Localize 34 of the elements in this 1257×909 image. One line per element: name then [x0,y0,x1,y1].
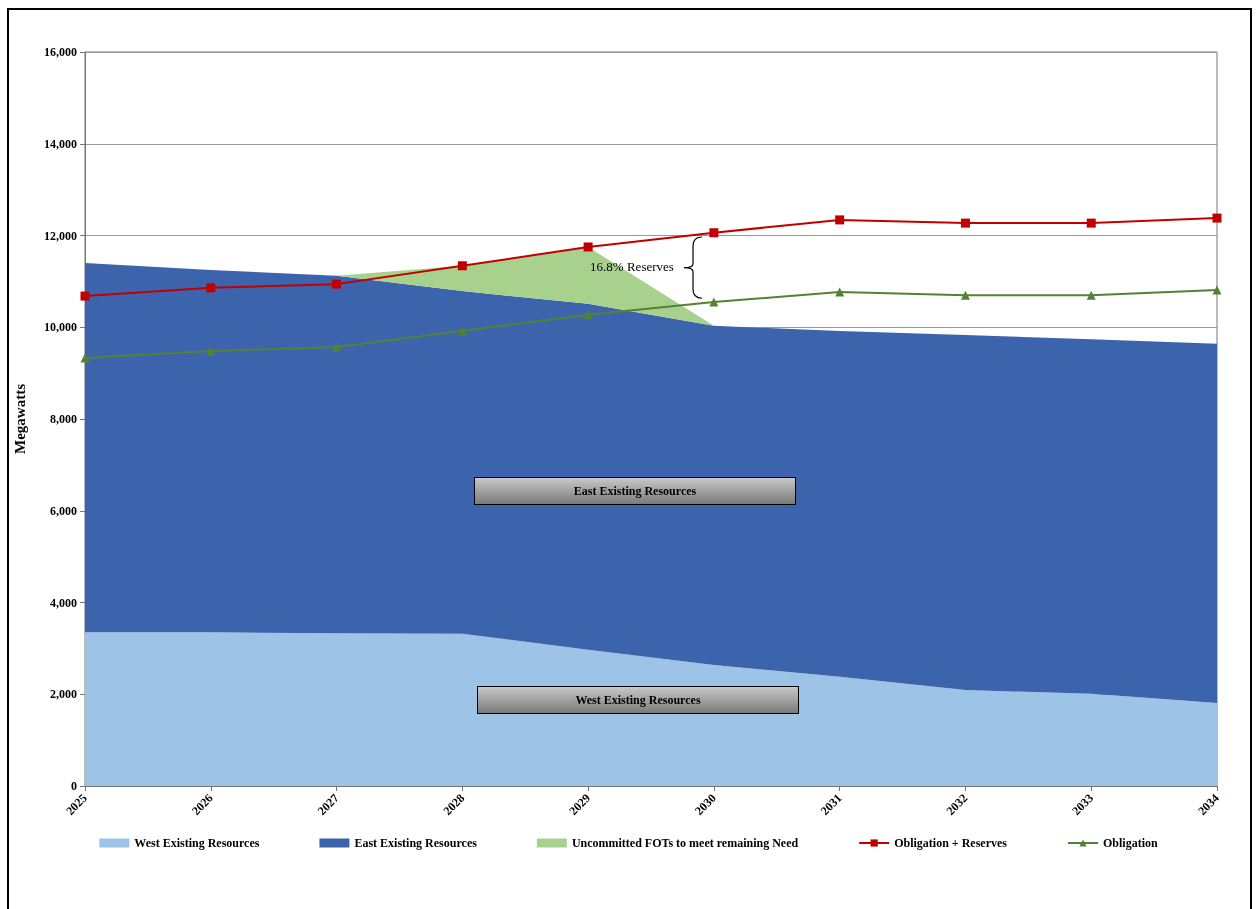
point [1086,290,1096,300]
y-tick-label: 8,000 [50,412,77,426]
annotation: 16.8% Reserves [590,259,674,276]
y-tick-label: 16,000 [44,45,77,59]
point [583,242,593,252]
point [332,279,342,289]
point [80,291,90,301]
y-axis-title: Megawatts [11,383,28,454]
y-tick-label: 12,000 [44,228,77,243]
point [1212,285,1222,295]
y-tick-label: 6,000 [50,503,77,518]
point [709,228,719,238]
point [80,353,90,363]
point [835,215,845,225]
y-tick-label: 0 [71,779,77,793]
label-box: West Existing Resources [477,686,799,714]
legend-label: Obligation [1103,836,1159,850]
point [960,218,970,228]
y-tick-label: 10,000 [44,320,77,335]
legend-label: Uncommitted FOTs to meet remaining Need [571,836,799,850]
point [1212,213,1222,223]
point [1086,218,1096,228]
legend-label: East Existing Resources [354,836,478,850]
y-tick-label: 14,000 [44,136,77,151]
y-tick-label: 4,000 [50,595,77,610]
point [206,283,216,293]
point [457,261,467,271]
point [709,297,719,307]
y-tick-label: 2,000 [50,687,77,702]
point [206,346,216,356]
point [960,290,970,300]
legend-label: West Existing Resources [134,836,260,850]
label-box: East Existing Resources [474,477,796,505]
legend-label: Obligation + Reserves [894,836,1008,850]
